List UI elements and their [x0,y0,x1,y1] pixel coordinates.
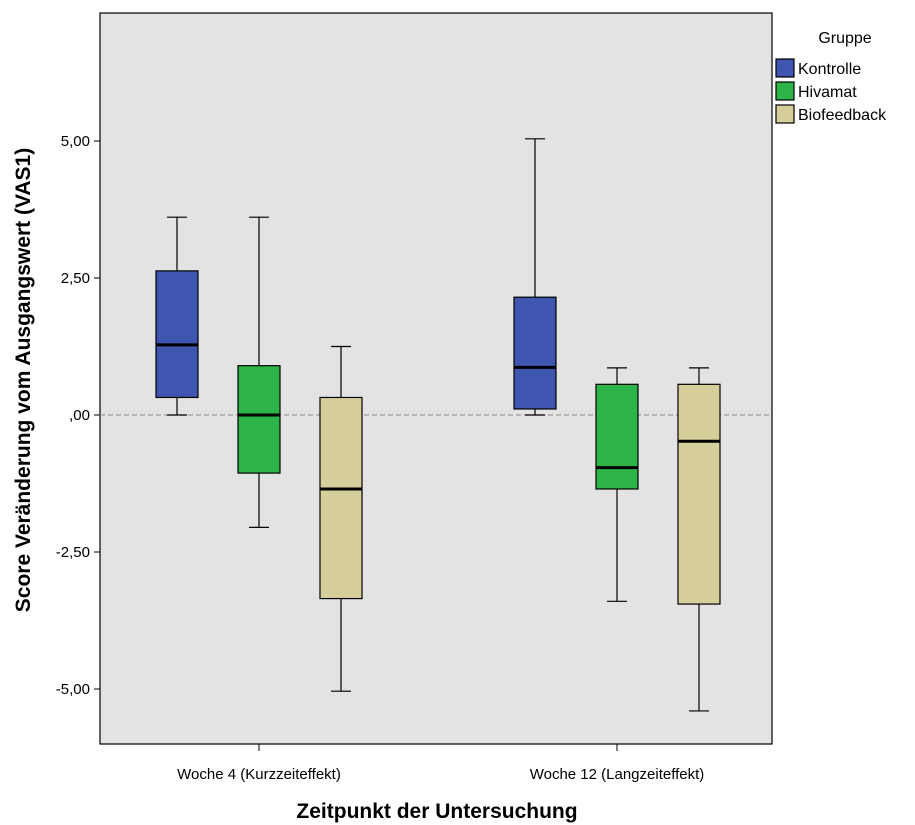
box-biofeedback-2-iqr [677,383,721,605]
y-tick-label: 2,50 [61,270,90,287]
plot-area [99,12,773,745]
box-hivamat-2-iqr [595,383,639,490]
box-hivamat-1-iqr [237,365,281,474]
legend-label-kontrolle: Kontrolle [798,61,861,78]
legend-swatch-hivamat [775,81,795,101]
legend-swatch-biofeedback [775,104,795,124]
y-axis-title: Score Veränderung vom Ausgangswert (VAS1… [12,148,35,612]
box-biofeedback-1-iqr [319,396,363,600]
y-tick-label: -5,00 [56,681,90,698]
legend-swatch-kontrolle [775,58,795,78]
legend-title: Gruppe [818,30,871,47]
y-tick-label: 5,00 [61,133,90,150]
y-tick-label: ,00 [69,407,90,424]
x-axis-title: Zeitpunkt der Untersuchung [296,800,577,823]
x-tick-label: Woche 4 (Kurzzeiteffekt) [177,766,341,783]
legend-label-hivamat: Hivamat [798,84,857,101]
box-kontrolle-1-iqr [155,270,199,399]
y-tick-label: -2,50 [56,544,90,561]
legend-label-biofeedback: Biofeedback [798,107,887,124]
box-kontrolle-2-iqr [513,296,557,410]
x-tick-label: Woche 12 (Langzeiteffekt) [530,766,705,783]
legend: Gruppe Kontrolle Hivamat Biofeedback [775,30,887,124]
